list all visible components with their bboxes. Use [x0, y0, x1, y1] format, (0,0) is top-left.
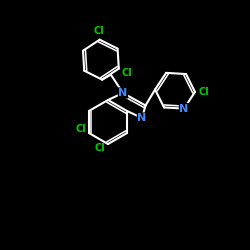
Text: Cl: Cl	[94, 143, 105, 153]
Text: Cl: Cl	[122, 68, 132, 78]
Text: Cl: Cl	[198, 88, 209, 98]
Text: N: N	[118, 88, 128, 98]
Text: Cl: Cl	[94, 26, 104, 36]
Text: N: N	[179, 104, 188, 114]
Text: N: N	[138, 113, 147, 123]
Text: Cl: Cl	[75, 124, 86, 134]
